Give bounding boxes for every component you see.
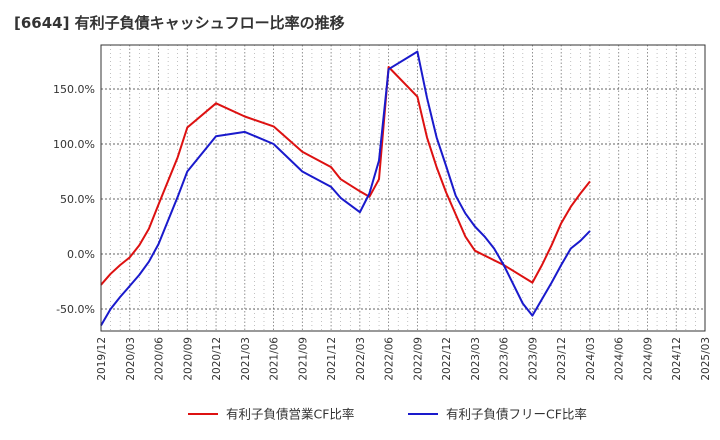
x-tick-label: 2020/12: [211, 337, 223, 381]
y-tick-label: 150.0%: [53, 83, 95, 96]
x-tick-label: 2023/03: [470, 337, 482, 381]
x-tick-label: 2022/06: [384, 337, 396, 381]
y-axis-ticks: -50.0% 0.0% 50.0% 100.0% 150.0%: [53, 83, 95, 316]
chart-title: [6644] 有利子負債キャッシュフロー比率の推移: [14, 14, 345, 32]
x-axis-ticks: 2019/12 2020/03 2020/06 2020/09 2020/12 2021/…: [96, 337, 712, 381]
x-tick-label: 2021/12: [326, 337, 338, 381]
gridlines: [100, 45, 706, 331]
y-tick-label: 0.0%: [67, 248, 95, 261]
x-tick-label: 2022/12: [441, 337, 453, 381]
y-tick-label: -50.0%: [56, 303, 95, 316]
x-tick-label: 2022/03: [355, 337, 367, 381]
x-tick-label: 2023/12: [556, 337, 568, 381]
y-tick-label: 50.0%: [60, 193, 95, 206]
x-tick-label: 2024/03: [585, 337, 597, 381]
y-tick-label: 100.0%: [53, 138, 95, 151]
legend-label: 有利子負債営業CF比率: [226, 407, 354, 422]
x-tick-label: 2025/03: [700, 337, 712, 381]
plot-area-frame: [100, 44, 706, 332]
x-tick-label: 2021/09: [297, 337, 309, 381]
x-tick-label: 2020/06: [154, 337, 166, 381]
x-tick-label: 2024/09: [642, 337, 654, 381]
legend: 有利子負債営業CF比率 有利子負債フリーCF比率: [188, 407, 587, 422]
x-tick-label: 2024/12: [671, 337, 683, 381]
x-tick-label: 2019/12: [96, 337, 108, 381]
legend-label: 有利子負債フリーCF比率: [446, 407, 587, 422]
x-tick-label: 2024/06: [614, 337, 626, 381]
series-lines: [100, 50, 591, 327]
x-tick-label: 2021/03: [240, 337, 252, 381]
x-tick-label: 2022/09: [412, 337, 424, 381]
x-tick-label: 2023/06: [499, 337, 511, 381]
x-tick-label: 2021/06: [269, 337, 281, 381]
series-line-2: [100, 50, 591, 327]
series-line-1: [100, 66, 591, 286]
x-tick-label: 2020/09: [182, 337, 194, 381]
x-tick-label: 2020/03: [125, 337, 137, 381]
x-tick-label: 2023/09: [527, 337, 539, 381]
